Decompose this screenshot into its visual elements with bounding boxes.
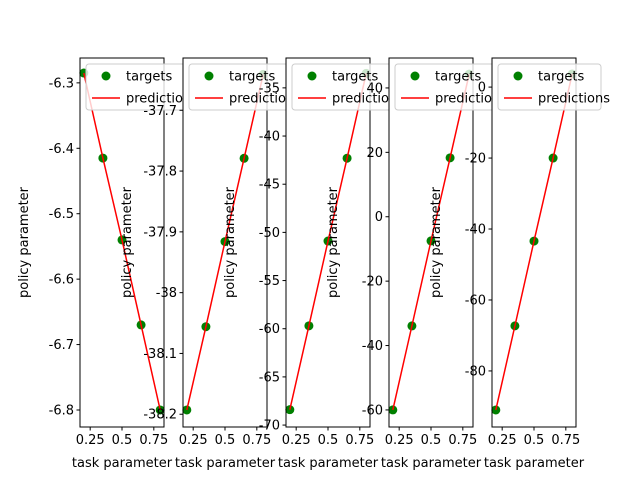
y-tick-label: -6.3 [49, 76, 74, 91]
legend-label: targets [332, 70, 379, 85]
legend-label: predictions [229, 92, 301, 107]
prediction-line [495, 73, 573, 411]
y-tick-label: -60 [465, 293, 486, 308]
x-tick-label: 0.5 [318, 433, 339, 448]
subplot: 0.25 0.5 0.75 40 20 0 -20 -40 -60 task parameter p… [326, 57, 507, 471]
y-tick-label: -6.6 [49, 273, 74, 288]
legend-label: predictions [126, 92, 198, 107]
subplot: 0.25 0.5 0.75 0 -20 -40 -60 -80 task parameter po… [429, 57, 610, 471]
y-tick-label: -40 [362, 339, 383, 354]
y-tick-label: -38 [156, 286, 177, 301]
legend-label: targets [538, 70, 585, 85]
y-tick-label: -50 [259, 226, 280, 241]
y-tick-label: -37.8 [143, 165, 177, 180]
axes-frame [491, 57, 577, 428]
axes-frame [182, 57, 268, 428]
y-axis-label: policy parameter [17, 186, 32, 298]
y-axis-label: policy parameter [326, 186, 341, 298]
y-tick-label: -6.4 [49, 142, 74, 157]
legend-label: predictions [332, 92, 404, 107]
y-tick-label: -40 [465, 223, 486, 238]
x-tick-label: 0.75 [139, 433, 168, 448]
legend-label: targets [229, 70, 276, 85]
x-tick-label: 0.75 [345, 433, 374, 448]
y-tick-label: -70 [259, 419, 280, 434]
y-tick-label: -80 [465, 364, 486, 379]
subplot: 0.25 0.5 0.75 -37.7 -37.8 -37.9 -38 -38.1 -38.2 t… [120, 57, 301, 471]
y-tick-label: -20 [362, 275, 383, 290]
y-tick-label: -35 [259, 81, 280, 96]
legend-label: predictions [435, 92, 507, 107]
y-tick-label: -37.9 [143, 225, 177, 240]
x-tick-label: 0.5 [524, 433, 545, 448]
x-tick-label: 0.25 [385, 433, 414, 448]
legend-marker [101, 71, 111, 81]
x-tick-label: 0.25 [179, 433, 208, 448]
y-axis-label: policy parameter [223, 186, 238, 298]
x-tick-label: 0.75 [551, 433, 580, 448]
y-tick-label: -38.1 [143, 347, 177, 362]
axes-frame [285, 57, 371, 428]
y-tick-label: -65 [259, 370, 280, 385]
y-tick-label: -6.7 [49, 338, 74, 353]
prediction-line [392, 73, 470, 411]
x-tick-label: 0.5 [421, 433, 442, 448]
legend-label: targets [435, 70, 482, 85]
legend-label: predictions [538, 92, 610, 107]
x-tick-label: 0.5 [215, 433, 236, 448]
legend-marker [513, 71, 523, 81]
y-tick-label: 0 [375, 210, 383, 225]
prediction-line [289, 73, 367, 410]
prediction-line [83, 72, 161, 411]
y-tick-label: 40 [366, 81, 383, 96]
y-tick-label: -6.8 [49, 403, 74, 418]
axes-frame [388, 57, 474, 428]
x-axis-label: task parameter [175, 456, 276, 471]
x-tick-label: 0.25 [76, 433, 105, 448]
y-tick-label: -55 [259, 274, 280, 289]
y-tick-label: -38.2 [143, 408, 177, 423]
x-tick-label: 0.25 [282, 433, 311, 448]
axes-frame [79, 57, 165, 428]
y-tick-label: 20 [366, 146, 383, 161]
y-tick-label: -40 [259, 130, 280, 145]
legend-label: targets [126, 70, 173, 85]
x-axis-label: task parameter [484, 456, 585, 471]
y-tick-label: -20 [465, 152, 486, 167]
legend-marker [204, 71, 214, 81]
x-axis-label: task parameter [72, 456, 173, 471]
subplot: 0.25 0.5 0.75 -6.3 -6.4 -6.5 -6.6 -6.7 -6.8 task … [17, 57, 198, 471]
prediction-line [186, 74, 264, 411]
legend-marker [307, 71, 317, 81]
y-tick-label: -45 [259, 178, 280, 193]
x-tick-label: 0.75 [448, 433, 477, 448]
y-axis-label: policy parameter [120, 186, 135, 298]
y-tick-label: -60 [362, 403, 383, 418]
legend-marker [410, 71, 420, 81]
x-tick-label: 0.5 [112, 433, 133, 448]
x-tick-label: 0.25 [488, 433, 517, 448]
x-tick-label: 0.75 [242, 433, 271, 448]
x-axis-label: task parameter [381, 456, 482, 471]
y-axis-label: policy parameter [429, 186, 444, 298]
y-tick-label: -6.5 [49, 207, 74, 222]
y-tick-label: -37.7 [143, 104, 177, 119]
x-axis-label: task parameter [278, 456, 379, 471]
y-tick-label: -60 [259, 322, 280, 337]
y-tick-label: 0 [478, 81, 486, 96]
